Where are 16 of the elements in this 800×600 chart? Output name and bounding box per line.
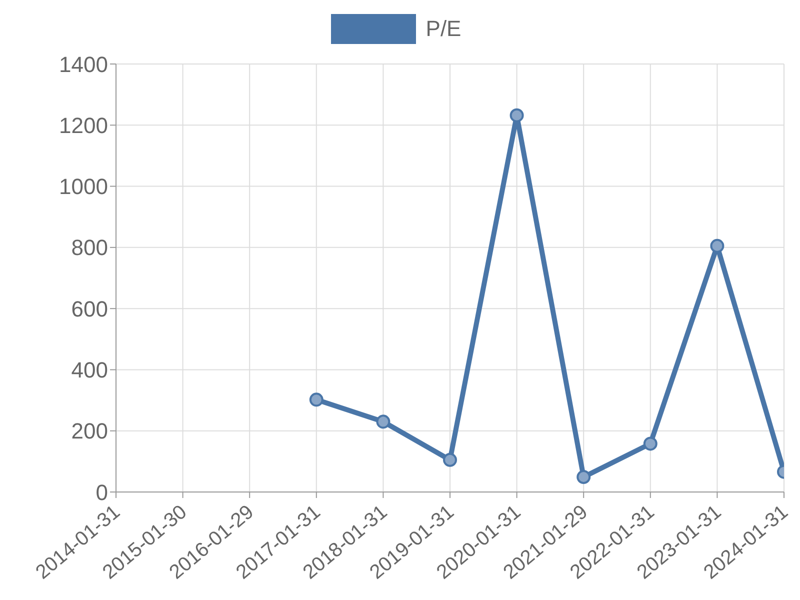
y-tick-label: 1000	[59, 174, 108, 200]
y-tick-label: 600	[71, 296, 108, 322]
point	[510, 108, 524, 122]
point	[309, 392, 324, 407]
point	[376, 414, 390, 429]
y-tick-label: 800	[71, 235, 108, 260]
y-tick-label: 1200	[59, 112, 108, 138]
legend-label: P/E	[426, 16, 462, 42]
y-tick-label: 0	[96, 480, 108, 505]
y-tick-label: 1400	[59, 52, 108, 77]
y-tick-label: 200	[71, 418, 108, 444]
point	[643, 436, 658, 451]
point	[443, 452, 457, 467]
point	[576, 470, 591, 484]
y-tick-label: 400	[71, 358, 108, 383]
point	[710, 238, 724, 253]
